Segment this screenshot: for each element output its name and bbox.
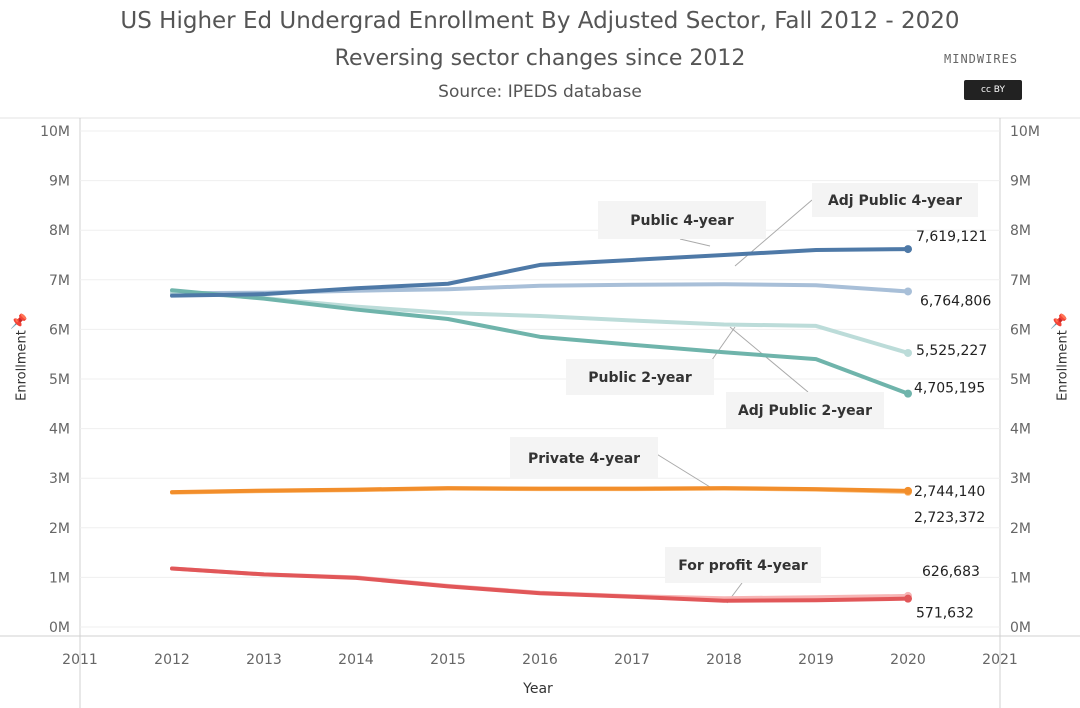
y-axis-title-right: Enrollment <box>1055 330 1071 401</box>
x-tick-label: 2017 <box>614 652 650 668</box>
y-tick-label-right: 5M <box>1010 372 1031 388</box>
pin-icon-right[interactable]: 📌 <box>1050 314 1068 330</box>
y-tick-label-left: 5M <box>49 372 70 388</box>
annotation-label: Adj Public 2-year <box>738 403 872 419</box>
annotation-label: Public 2-year <box>588 370 692 386</box>
y-tick-label-left: 6M <box>49 322 70 338</box>
series-end-label: 571,632 <box>916 606 974 622</box>
y-tick-label-left: 3M <box>49 471 70 487</box>
x-tick-label: 2016 <box>522 652 558 668</box>
y-tick-label-right: 0M <box>1010 620 1031 636</box>
y-tick-label-left: 1M <box>49 570 70 586</box>
annotation-box <box>566 359 714 395</box>
annotation-box <box>812 183 978 217</box>
annotation-box <box>598 201 766 239</box>
y-tick-label-left: 7M <box>49 273 70 289</box>
mindwires-logo: MINDWIRES <box>944 52 1019 66</box>
x-tick-label: 2011 <box>62 652 98 668</box>
y-tick-label-left: 10M <box>40 124 70 140</box>
series-end-label: 6,764,806 <box>920 293 991 309</box>
y-tick-label-left: 0M <box>49 620 70 636</box>
y-tick-label-right: 1M <box>1010 570 1031 586</box>
series-end-label: 2,744,140 <box>914 484 985 500</box>
y-tick-label-right: 7M <box>1010 273 1031 289</box>
x-tick-label: 2020 <box>890 652 926 668</box>
pin-icon-left[interactable]: 📌 <box>10 314 28 330</box>
y-tick-label-right: 6M <box>1010 322 1031 338</box>
y-tick-label-right: 2M <box>1010 521 1031 537</box>
series-end-point <box>904 287 912 296</box>
annotation-leader <box>729 326 809 393</box>
annotation-label: Adj Public 4-year <box>828 193 962 209</box>
series-end-point <box>904 348 912 357</box>
series-end-point <box>904 486 912 495</box>
x-tick-label: 2019 <box>798 652 834 668</box>
y-tick-label-left: 9M <box>49 174 70 190</box>
x-tick-label: 2015 <box>430 652 466 668</box>
x-tick-label: 2012 <box>154 652 190 668</box>
series-line <box>170 566 910 603</box>
y-tick-label-right: 9M <box>1010 174 1031 190</box>
cc-license-badge: cc BY <box>964 80 1022 100</box>
y-axis-title-left: Enrollment <box>14 330 30 401</box>
x-tick-label: 2018 <box>706 652 742 668</box>
series-end-label: 4,705,195 <box>914 381 985 397</box>
y-tick-label-right: 10M <box>1010 124 1040 140</box>
y-tick-label-left: 8M <box>49 223 70 239</box>
annotation-box <box>665 547 821 583</box>
series-end-label: 7,619,121 <box>916 229 987 245</box>
x-tick-label: 2014 <box>338 652 374 668</box>
y-tick-label-right: 8M <box>1010 223 1031 239</box>
y-tick-label-right: 3M <box>1010 471 1031 487</box>
annotation-box <box>510 437 658 479</box>
y-tick-label-right: 4M <box>1010 422 1031 438</box>
annotation-leader <box>679 238 711 247</box>
series-end-label: 626,683 <box>922 564 980 580</box>
chart-source: Source: IPEDS database <box>438 82 642 102</box>
x-tick-label: 2021 <box>982 652 1018 668</box>
annotation-label: Public 4-year <box>630 213 734 229</box>
series-end-point <box>904 245 912 254</box>
series-end-label: 5,525,227 <box>916 343 987 359</box>
annotation-box <box>726 392 884 428</box>
series-line <box>170 288 910 396</box>
y-tick-label-left: 4M <box>49 422 70 438</box>
series-line <box>170 247 910 298</box>
series-line <box>170 486 910 495</box>
chart-subtitle: Reversing sector changes since 2012 <box>334 46 746 71</box>
series-end-point <box>904 594 912 603</box>
y-tick-label-left: 2M <box>49 521 70 537</box>
chart-title: US Higher Ed Undergrad Enrollment By Adj… <box>120 8 960 34</box>
series-end-point <box>904 389 912 398</box>
x-tick-label: 2013 <box>246 652 282 668</box>
annotation-label: Private 4-year <box>528 451 640 467</box>
x-axis-title: Year <box>522 681 553 697</box>
annotation-label: For profit 4-year <box>678 558 808 574</box>
series-end-label: 2,723,372 <box>914 510 985 526</box>
annotation-leader <box>654 452 711 488</box>
